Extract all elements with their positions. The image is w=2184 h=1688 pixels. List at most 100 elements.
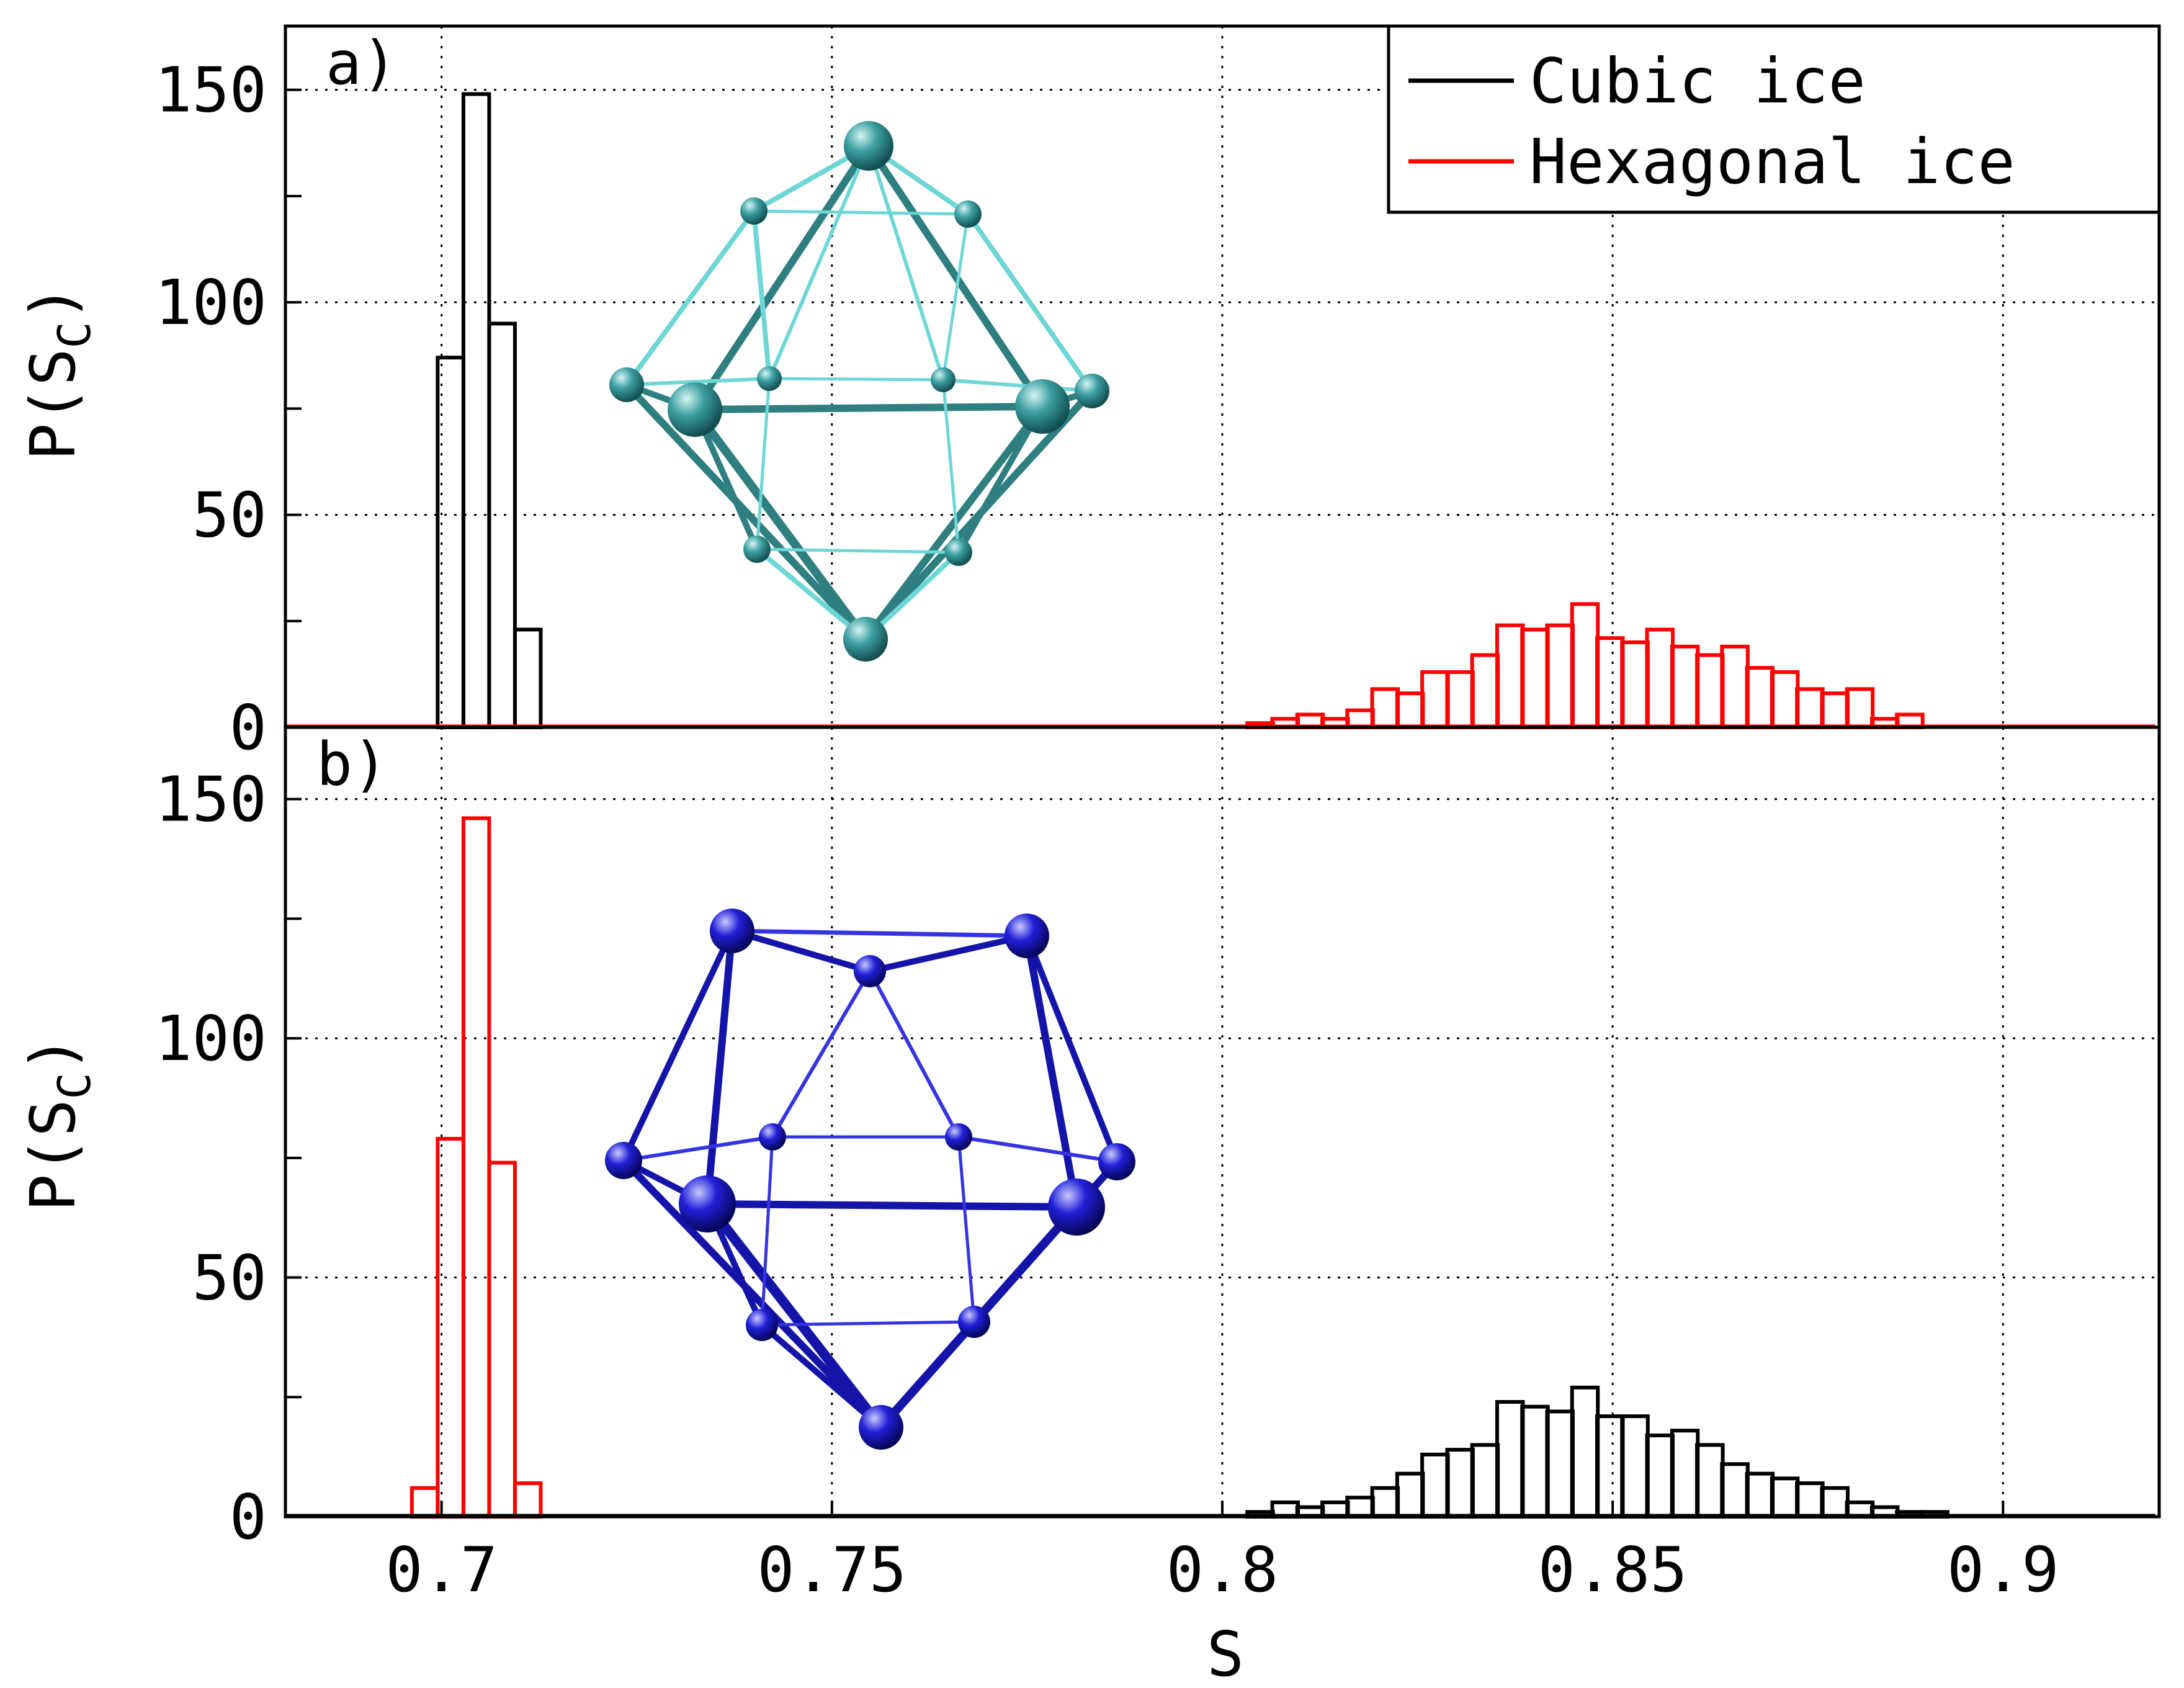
- cage-b-atom-10: [958, 1306, 990, 1338]
- panel-1-series-1-bar-8: [1445, 1448, 1475, 1519]
- panel-1-series-1-bar-17: [1670, 1429, 1700, 1519]
- cage-b-bond-25: [878, 1319, 977, 1430]
- panel-0-ytick-label-0: 0: [230, 691, 267, 764]
- panel-1-series-1-bar-15: [1620, 1414, 1650, 1519]
- cage-a-bond-7: [624, 209, 756, 387]
- cage-b-atom-8: [1098, 1143, 1135, 1180]
- xtick-label-1: 0.75: [757, 1533, 906, 1606]
- cage-b-bond-6: [1024, 933, 1120, 1165]
- panel-0-series-1-bar-10: [1495, 623, 1525, 729]
- panel-b: 0 50 100 150 b) P(SC) 0.7 0.75 0.8 0.85 0.9 S: [17, 725, 2161, 1688]
- panel-1-series-1-bar-18: [1695, 1443, 1725, 1519]
- cage-b-bond-23: [957, 1135, 976, 1324]
- cage-a-atom-4: [668, 382, 722, 437]
- cage-b-atom-11: [859, 1405, 903, 1450]
- cage-b-atom-1: [1005, 914, 1049, 958]
- hexagonal-cage-icon: [605, 909, 1135, 1450]
- panel-b-frame: [284, 725, 2161, 1519]
- panel-0-series-1-bar-11: [1520, 627, 1550, 730]
- panel-0-series-0-bar-1: [461, 92, 491, 730]
- legend-box: [1387, 24, 2161, 214]
- panel-1-series-1-bar-16: [1645, 1433, 1675, 1519]
- panel-0-series-1-bar-20: [1745, 666, 1775, 729]
- cage-a-atom-2: [954, 200, 982, 228]
- cage-a-atom-5: [757, 366, 782, 391]
- cage-a-bond-20: [862, 403, 1046, 643]
- cage-b-bond-4: [704, 927, 736, 1208]
- cage-a-bond-6: [752, 209, 970, 216]
- cage-a-bond-19: [691, 405, 870, 644]
- panel-1-series-0-bar-3: [487, 1160, 517, 1519]
- panel-0-series-1-bar-16: [1645, 627, 1675, 730]
- panel-1-series-1-bar-9: [1470, 1443, 1500, 1519]
- cage-a-bond-24: [755, 377, 771, 551]
- panel-1-series-0-bar-2: [461, 816, 491, 1519]
- cage-b-atom-6: [945, 1123, 972, 1151]
- panel-0-series-1-bar-13: [1570, 602, 1600, 729]
- x-axis-title: S: [1207, 1618, 1244, 1688]
- panel-0-series-1-bar-23: [1820, 691, 1850, 730]
- panel-0-series-1-bar-8: [1445, 670, 1475, 730]
- cage-a-atom-1: [740, 197, 768, 225]
- cage-a-bond-10: [941, 212, 970, 382]
- cubic-cage-icon: [609, 121, 1109, 662]
- panel-0-series-0-bar-2: [487, 321, 517, 729]
- cage-a-atom-3: [609, 367, 644, 402]
- panel-1-series-1-bar-20: [1745, 1471, 1775, 1519]
- panel-b-y-ticks: 0 50 100 150: [154, 763, 302, 1553]
- xtick-label-4: 0.9: [1947, 1533, 2059, 1606]
- x-ticks: 0.7 0.75 0.8 0.85 0.9: [385, 1501, 2059, 1606]
- cage-a-bond-17: [623, 381, 869, 643]
- xtick-label-0: 0.7: [385, 1533, 498, 1606]
- panel-1-series-1-bar-10: [1495, 1399, 1525, 1519]
- cage-b-bond-0: [729, 928, 873, 974]
- xtick-label-3: 0.85: [1538, 1533, 1688, 1606]
- panel-1-series-1-bar-6: [1395, 1471, 1425, 1519]
- panel-0-series-1-bar-18: [1695, 653, 1725, 730]
- cage-a-bond-14: [768, 377, 945, 382]
- panel-1-ytick-label-1: 50: [192, 1242, 267, 1314]
- panel-b-ylabel: P(SC): [17, 1035, 101, 1211]
- cage-b-bond-22: [760, 1135, 774, 1327]
- cage-a-bond-2: [691, 142, 872, 413]
- panel-a-label: a): [326, 29, 398, 98]
- cage-b-atom-7: [1048, 1178, 1105, 1236]
- panel-1-series-1-bar-19: [1720, 1462, 1750, 1519]
- legend-label-cubic: Cubic ice: [1529, 45, 1866, 117]
- cage-a-bond-26: [754, 547, 868, 642]
- cage-a-bond-8: [965, 212, 1094, 393]
- cage-a-atom-0: [844, 121, 893, 171]
- cage-b-bond-2: [730, 928, 1029, 938]
- panel-b-grid: [285, 727, 2159, 1517]
- cage-a-atom-8: [1075, 374, 1109, 408]
- cage-b-bond-21: [760, 1320, 976, 1327]
- cage-a-bond-15: [625, 377, 771, 387]
- cage-b-atom-3: [605, 1142, 642, 1179]
- panel-a-y-ticks: 0 50 100 150: [154, 54, 302, 764]
- panel-0-series-1-bar-12: [1545, 623, 1575, 729]
- panel-0-ytick-label-2: 100: [154, 266, 267, 339]
- cage-b-atom-2: [854, 955, 886, 987]
- panel-0-series-1-bar-24: [1845, 687, 1875, 730]
- cage-b-atom-9: [746, 1309, 778, 1341]
- cage-b-bond-8: [868, 969, 960, 1139]
- panel-0-ytick-label-3: 150: [154, 54, 267, 127]
- panel-1-series-1-bar-13: [1570, 1385, 1600, 1519]
- cage-b-bond-7: [771, 969, 872, 1139]
- panel-1-ytick-label-3: 150: [154, 763, 267, 836]
- cage-b-atom-4: [679, 1175, 736, 1232]
- panel-1-series-1-bar-11: [1520, 1404, 1550, 1519]
- cage-b-atom-5: [759, 1123, 786, 1151]
- cage-a-bond-3: [865, 142, 1046, 410]
- cage-a-atom-6: [931, 367, 956, 392]
- panel-1-series-1-bar-5: [1370, 1486, 1400, 1519]
- panel-0-series-1-bar-17: [1670, 644, 1700, 729]
- panel-1-series-1-bar-4: [1345, 1496, 1375, 1519]
- cage-b-bond-5: [1023, 932, 1080, 1211]
- panel-a-ylabel: P(SC): [17, 284, 101, 460]
- panel-1-series-1-bar-21: [1770, 1476, 1800, 1519]
- cage-a-bond-16: [941, 378, 1094, 393]
- cage-a-atom-9: [743, 536, 771, 563]
- panel-1-series-0-bar-4: [512, 1481, 543, 1519]
